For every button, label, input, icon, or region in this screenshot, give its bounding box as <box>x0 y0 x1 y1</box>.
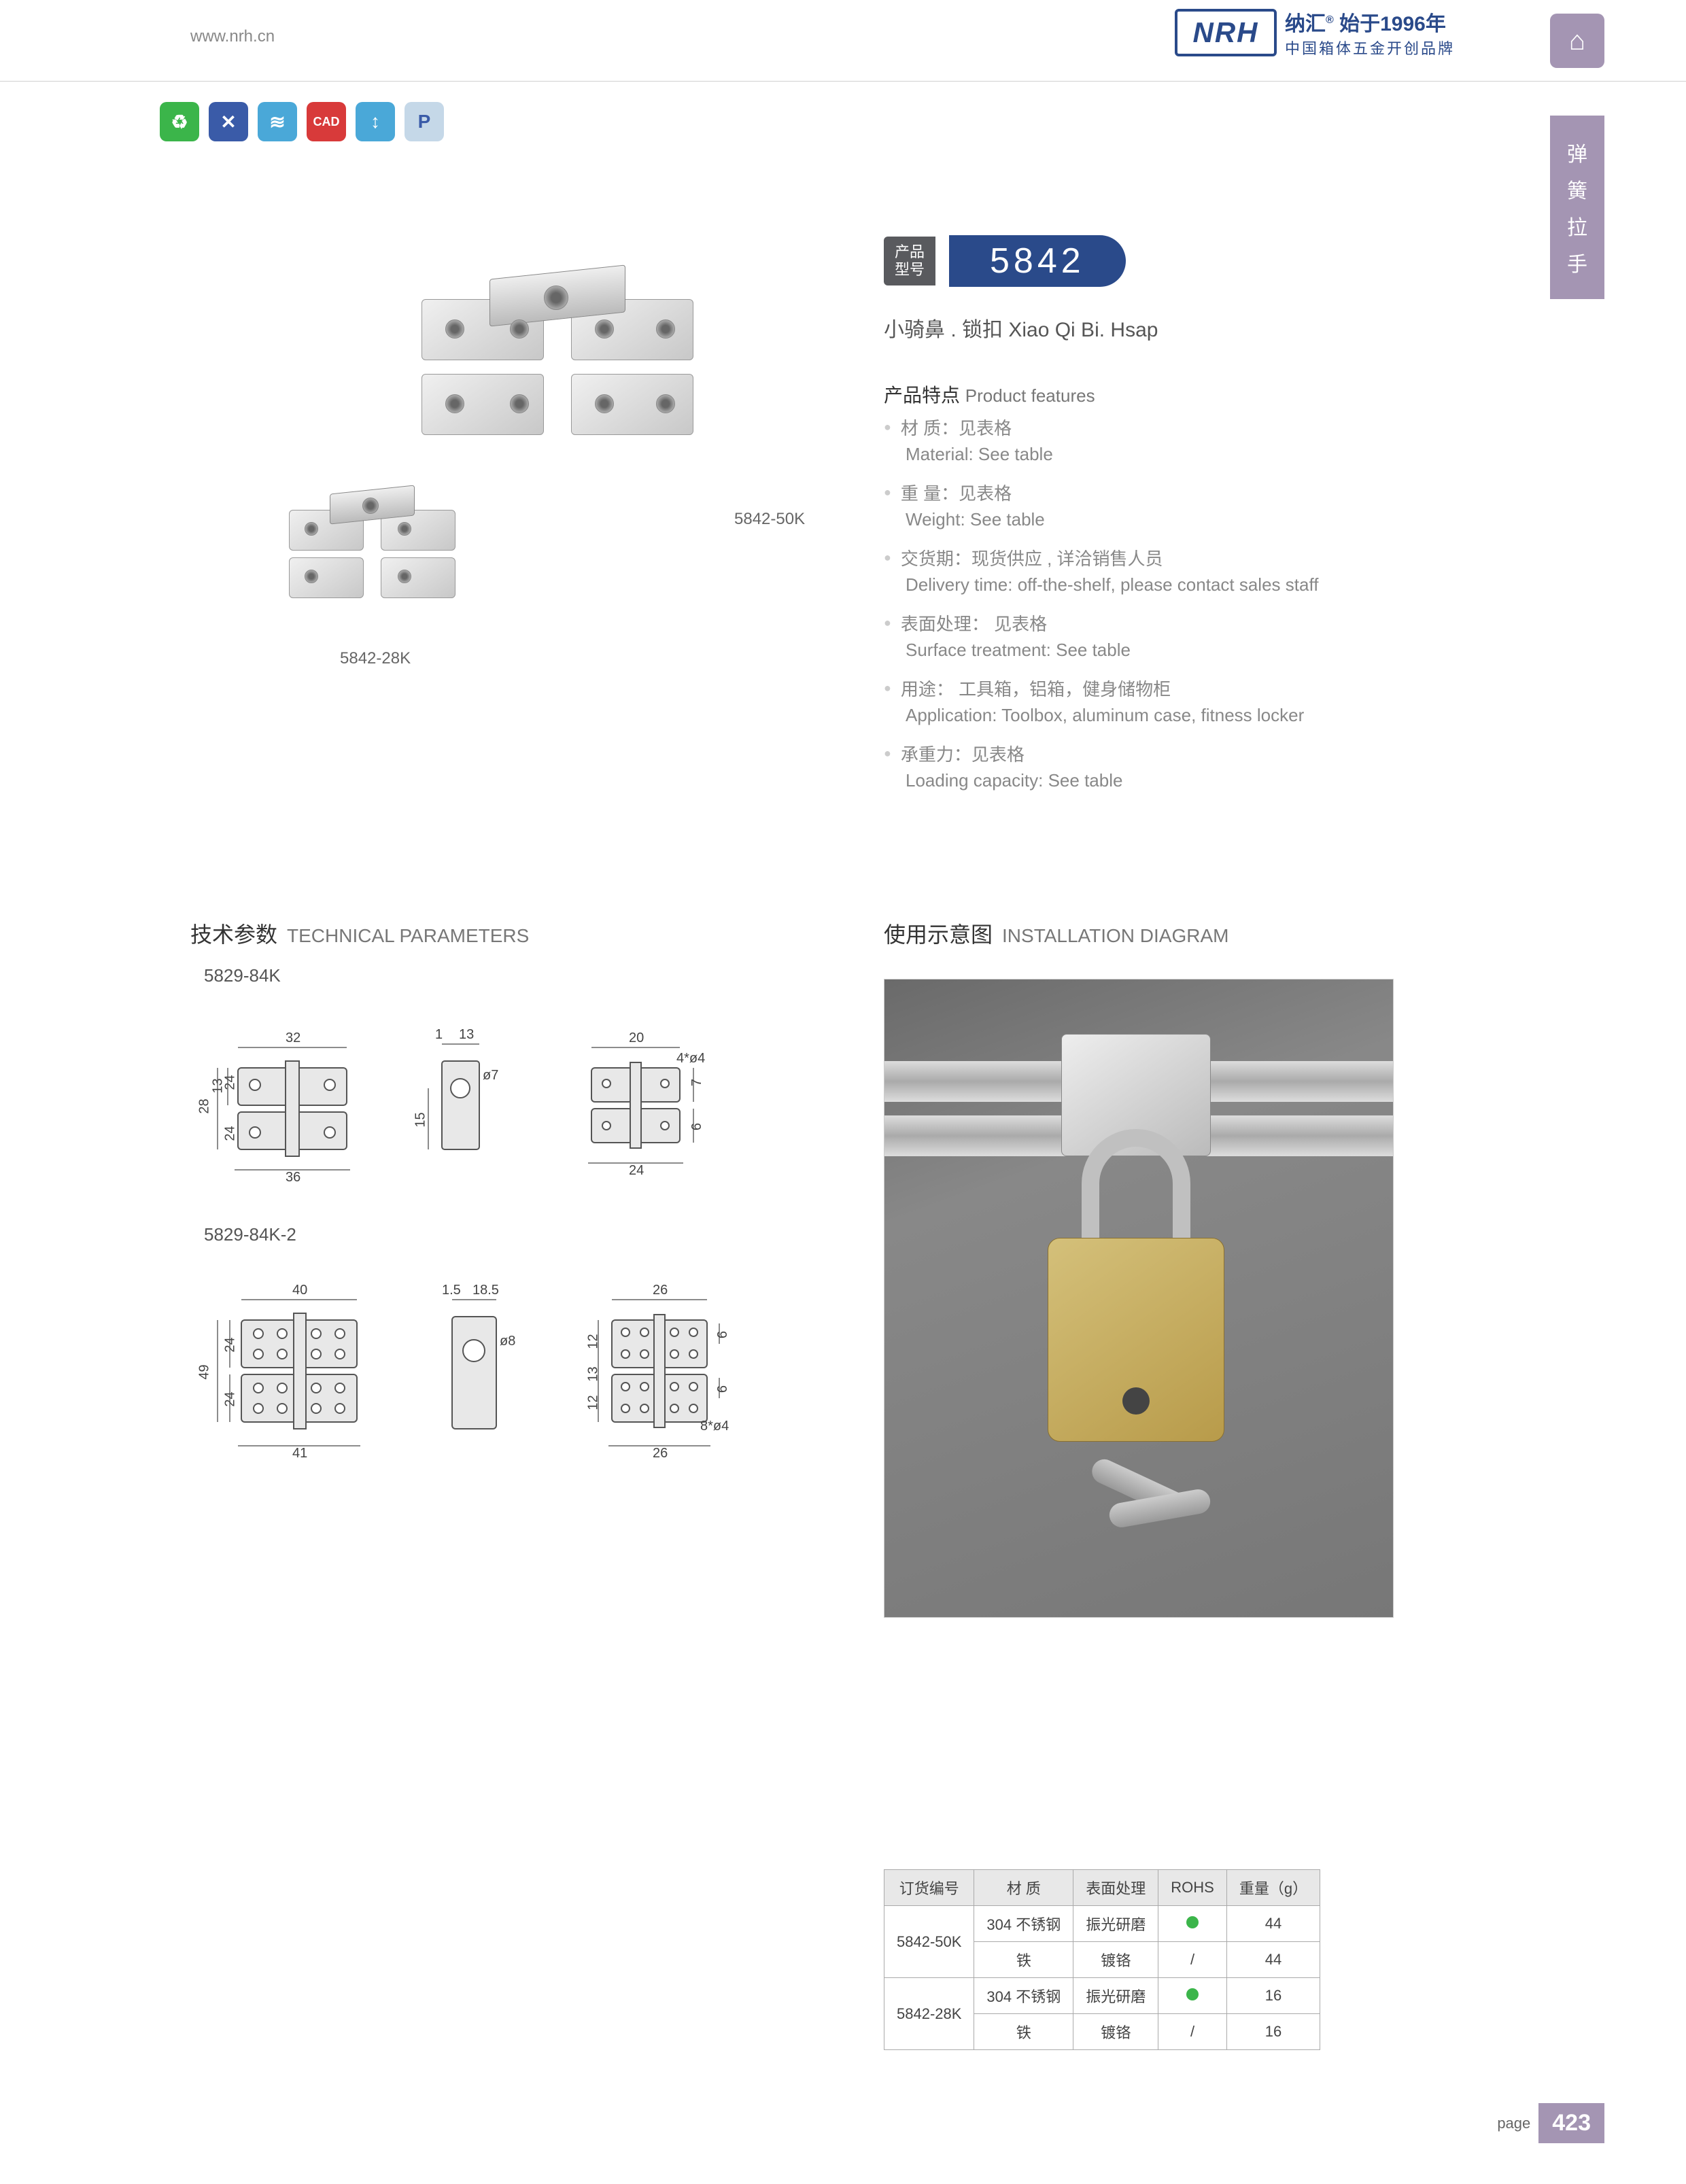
feature-item: 承重力：见表格 Loading capacity: See table <box>884 741 1441 791</box>
table-row: 5842-28K 304 不锈钢 振光研磨 16 <box>884 1978 1320 2014</box>
page-number: page 423 <box>1497 2103 1604 2143</box>
eco-icon: ♻ <box>160 102 199 141</box>
rohs-dot-icon <box>1186 1988 1199 2000</box>
tools-icon: ✕ <box>209 102 248 141</box>
drawing-front-1: 32 36 28 13 24 24 <box>190 1007 367 1183</box>
rohs-dot-icon <box>1186 1916 1199 1928</box>
spec-table: 订货编号 材 质 表面处理 ROHS 重量（g） 5842-50K 304 不锈… <box>884 1869 1320 2050</box>
brand-line2: 中国箱体五金开创品牌 <box>1285 37 1455 58</box>
product-label-small: 5842-28K <box>340 649 411 668</box>
technical-parameters-title: 技术参数TECHNICAL PARAMETERS <box>190 918 529 949</box>
cad-icon: CAD <box>307 102 346 141</box>
drawing-front-2: 40 41 49 24 24 <box>190 1266 381 1483</box>
drawing-side-1: 1 13 ø7 15 <box>408 1007 517 1183</box>
p-icon: P <box>405 102 444 141</box>
screw-icon: ↕ <box>356 102 395 141</box>
model-number-block: 产品型号 5842 <box>884 235 1126 287</box>
installation-diagram-title: 使用示意图INSTALLATION DIAGRAM <box>884 918 1228 949</box>
th-weight: 重量（g） <box>1226 1870 1320 1906</box>
model-tag: 产品型号 <box>884 237 935 286</box>
table-row: 5842-50K 304 不锈钢 振光研磨 44 <box>884 1906 1320 1942</box>
drawing-side-2: 1.5 18.5 ø8 <box>422 1266 530 1483</box>
drawing-back-1: 20 4*ø4 24 7 6 <box>557 1007 714 1183</box>
feature-item: 重 量：见表格 Weight: See table <box>884 480 1441 530</box>
th-rohs: ROHS <box>1158 1870 1227 1906</box>
side-category-tab: 弹 簧 拉 手 <box>1550 116 1604 299</box>
drawing-label: 5829-84K <box>204 965 802 986</box>
features-list: 材 质：见表格 Material: See table 重 量：见表格 Weig… <box>884 415 1441 806</box>
product-render-large <box>408 238 721 469</box>
brand-line1: 纳汇® 始于1996年 <box>1285 7 1455 37</box>
th-material: 材 质 <box>974 1870 1073 1906</box>
header-url: www.nrh.cn <box>190 27 275 46</box>
product-label-large: 5842-50K <box>734 510 805 529</box>
corner-icon: ⌂ <box>1550 14 1604 68</box>
model-number: 5842 <box>949 235 1126 287</box>
product-render-small <box>279 462 469 619</box>
drawing-label: 5829-84K-2 <box>204 1224 802 1245</box>
logo-area: NRH 纳汇® 始于1996年 中国箱体五金开创品牌 <box>1175 7 1455 58</box>
logo-badge: NRH <box>1175 9 1277 56</box>
th-surface: 表面处理 <box>1073 1870 1158 1906</box>
feature-item: 用途： 工具箱，铝箱，健身储物柜 Application: Toolbox, a… <box>884 676 1441 726</box>
th-code: 订货编号 <box>884 1870 974 1906</box>
feature-item: 表面处理： 见表格 Surface treatment: See table <box>884 610 1441 661</box>
feature-item: 交货期：现货供应 , 详洽销售人员 Delivery time: off-the… <box>884 545 1441 595</box>
table-header-row: 订货编号 材 质 表面处理 ROHS 重量（g） <box>884 1870 1320 1906</box>
features-title: 产品特点 Product features <box>884 381 1095 408</box>
spring-icon: ≋ <box>258 102 297 141</box>
feature-item: 材 质：见表格 Material: See table <box>884 415 1441 465</box>
drawing-back-2: 26 26 8*ø4 12 13 12 6 6 <box>571 1266 748 1483</box>
product-subtitle: 小骑鼻 . 锁扣 Xiao Qi Bi. Hsap <box>884 313 1158 343</box>
installation-photo <box>884 979 1394 1618</box>
technical-drawings: 5829-84K 32 <box>190 965 802 1524</box>
header: www.nrh.cn NRH 纳汇® 始于1996年 中国箱体五金开创品牌 ⌂ <box>0 0 1686 82</box>
feature-icons-row: ♻ ✕ ≋ CAD ↕ P <box>160 102 444 141</box>
